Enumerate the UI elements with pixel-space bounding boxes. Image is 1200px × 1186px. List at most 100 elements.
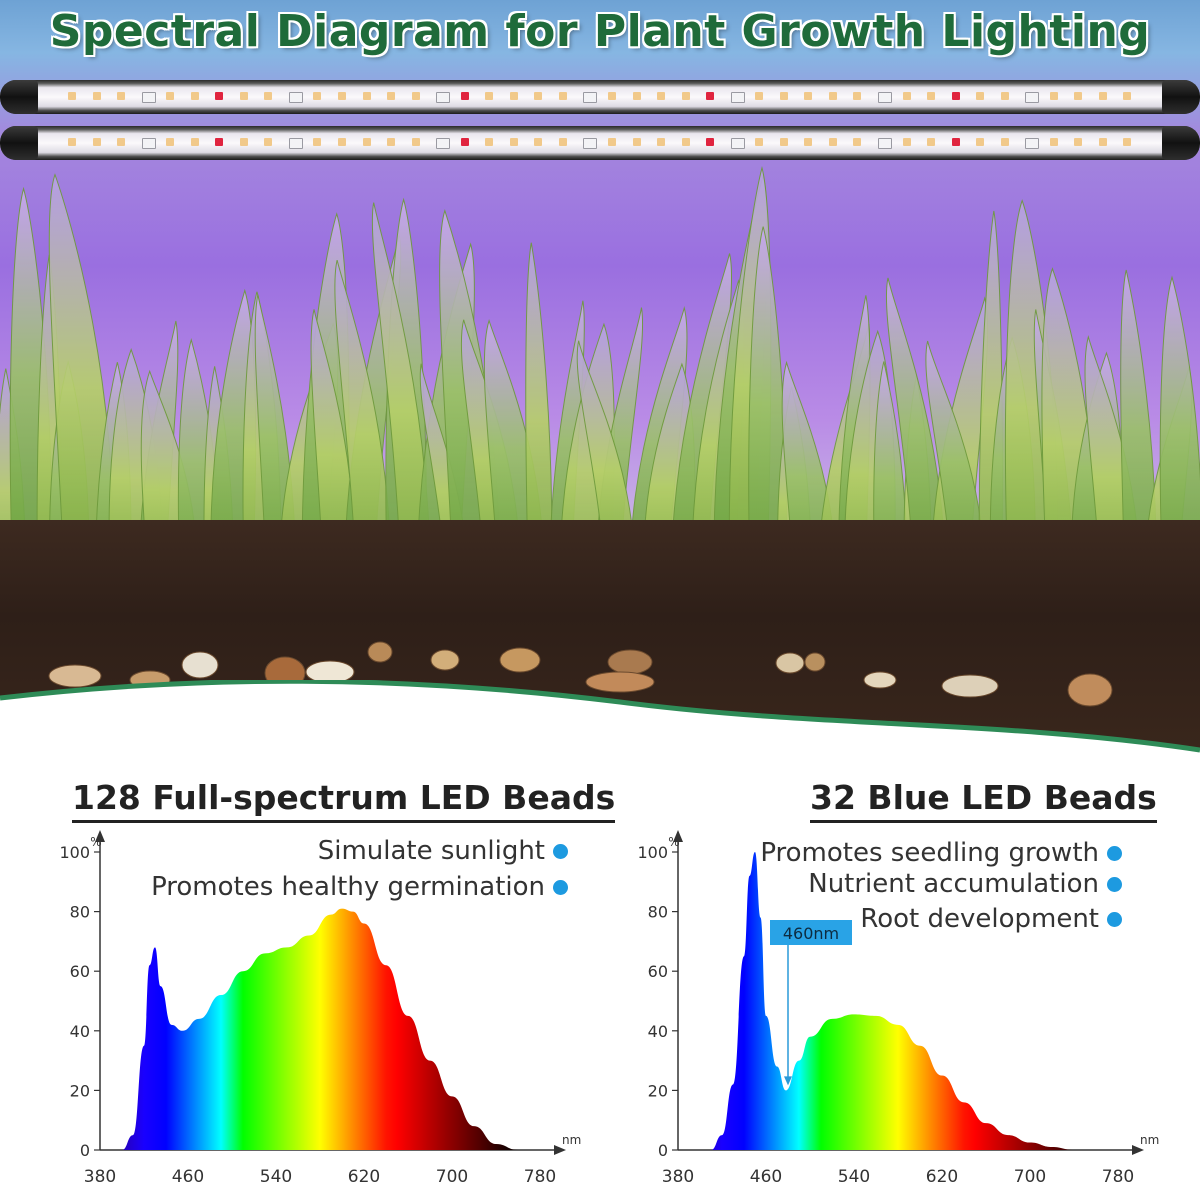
- led-bead: [534, 92, 543, 100]
- led-bead: [558, 138, 567, 146]
- led-bead: [264, 138, 273, 146]
- x-axis-arrow-icon: [554, 1145, 566, 1155]
- leaf: [371, 202, 432, 621]
- led-bead: [313, 92, 322, 100]
- led-bead: [460, 138, 469, 146]
- led-bead: [1000, 138, 1009, 146]
- led-bead: [755, 92, 764, 100]
- led-bead: [804, 92, 813, 100]
- y-tick-label: 60: [648, 962, 668, 981]
- x-tick-label: 780: [1102, 1167, 1134, 1186]
- led-bead: [190, 138, 199, 146]
- bullet-item: Simulate sunlight: [318, 836, 568, 866]
- x-tick-label: 540: [838, 1167, 870, 1186]
- led-bead: [509, 92, 518, 100]
- led-bead: [362, 138, 371, 146]
- bullet-dot-icon: [553, 844, 568, 859]
- x-tick-label: 620: [348, 1167, 380, 1186]
- led-bead: [1049, 138, 1058, 146]
- led-bead: [68, 138, 76, 146]
- led-bead: [804, 138, 813, 146]
- led-bead: [387, 138, 396, 146]
- bullet-item: Promotes seedling growth: [760, 838, 1122, 868]
- led-bead: [166, 92, 175, 100]
- led-bead: [927, 138, 936, 146]
- led-bead: [828, 138, 837, 146]
- soil-stone: [775, 652, 805, 674]
- y-tick-label: 0: [658, 1141, 668, 1160]
- led-bead: [902, 92, 911, 100]
- x-tick-label: 700: [1014, 1167, 1046, 1186]
- y-axis-unit-label: %: [90, 835, 101, 849]
- led-bead: [755, 138, 764, 146]
- led-bead: [362, 92, 371, 100]
- bullet-text: Nutrient accumulation: [808, 869, 1099, 899]
- bullet-dot-icon: [553, 880, 568, 895]
- spectrum-area: [678, 852, 1096, 1150]
- led-bead: [190, 92, 199, 100]
- led-bead: [853, 92, 862, 100]
- y-tick-label: 20: [70, 1081, 90, 1100]
- x-axis-arrow-icon: [1132, 1145, 1144, 1155]
- led-lamp-bar: [0, 126, 1200, 160]
- x-tick-label: 460: [750, 1167, 782, 1186]
- bullet-item: Promotes healthy germination: [151, 872, 568, 902]
- soil-stone: [863, 671, 897, 689]
- led-beads: [60, 138, 1140, 149]
- y-tick-label: 40: [70, 1022, 90, 1041]
- hero-photo: Spectral Diagram for Plant Growth Lighti…: [0, 0, 1200, 760]
- y-tick-label: 0: [80, 1141, 90, 1160]
- bullet-dot-icon: [1107, 912, 1122, 927]
- callout-arrow-icon: [784, 1076, 792, 1086]
- full-spectrum-chart: 0 20 40 60 80 100 380 460 540 620 700 780% nm: [59, 830, 581, 1186]
- y-axis-arrow-icon: [95, 830, 105, 842]
- led-bead: [387, 92, 396, 100]
- resistor-chip: [1025, 138, 1040, 149]
- resistor-chip: [288, 92, 303, 103]
- led-bead: [166, 138, 175, 146]
- led-bead: [1123, 92, 1132, 100]
- led-bead: [828, 92, 837, 100]
- soil-stone: [48, 664, 102, 688]
- led-bead: [117, 92, 126, 100]
- heading-underline: [72, 820, 616, 823]
- soil-stone: [1067, 673, 1113, 707]
- led-bead: [608, 92, 616, 100]
- right-panel-heading: 32 Blue LED Beads: [810, 778, 1157, 823]
- left-panel-heading: 128 Full-spectrum LED Beads: [72, 778, 616, 823]
- led-bead: [411, 92, 420, 100]
- bullet-dot-icon: [1107, 846, 1122, 861]
- bullet-text: Promotes seedling growth: [760, 838, 1099, 868]
- led-bead: [681, 138, 690, 146]
- led-bead: [976, 92, 985, 100]
- callout-box: [770, 920, 852, 945]
- led-bead: [338, 138, 346, 146]
- led-bead: [657, 138, 666, 146]
- led-bead: [1074, 92, 1083, 100]
- resistor-chip: [1025, 92, 1040, 103]
- resistor-chip: [878, 138, 892, 149]
- led-bead: [239, 92, 248, 100]
- led-bead: [215, 138, 224, 146]
- bullet-item: Nutrient accumulation: [808, 869, 1122, 899]
- led-bead: [534, 138, 543, 146]
- bullet-dot-icon: [1107, 877, 1122, 892]
- led-bead: [68, 92, 76, 100]
- left-panel-heading-text: 128 Full-spectrum LED Beads: [72, 778, 616, 817]
- resistor-chip: [878, 92, 892, 103]
- led-bead: [951, 92, 960, 100]
- resistor-chip: [141, 138, 156, 149]
- resistor-chip: [730, 138, 745, 149]
- led-bead: [1049, 92, 1058, 100]
- led-bead: [657, 92, 666, 100]
- led-bead: [558, 92, 567, 100]
- led-bead: [779, 138, 788, 146]
- y-axis-unit-label: %: [668, 835, 679, 849]
- led-bead: [239, 138, 248, 146]
- led-bead: [117, 138, 126, 146]
- led-bead: [338, 92, 346, 100]
- led-lamp-bar: [0, 80, 1200, 114]
- led-bead: [681, 92, 690, 100]
- led-bead: [1123, 138, 1132, 146]
- soil-stone: [430, 649, 460, 671]
